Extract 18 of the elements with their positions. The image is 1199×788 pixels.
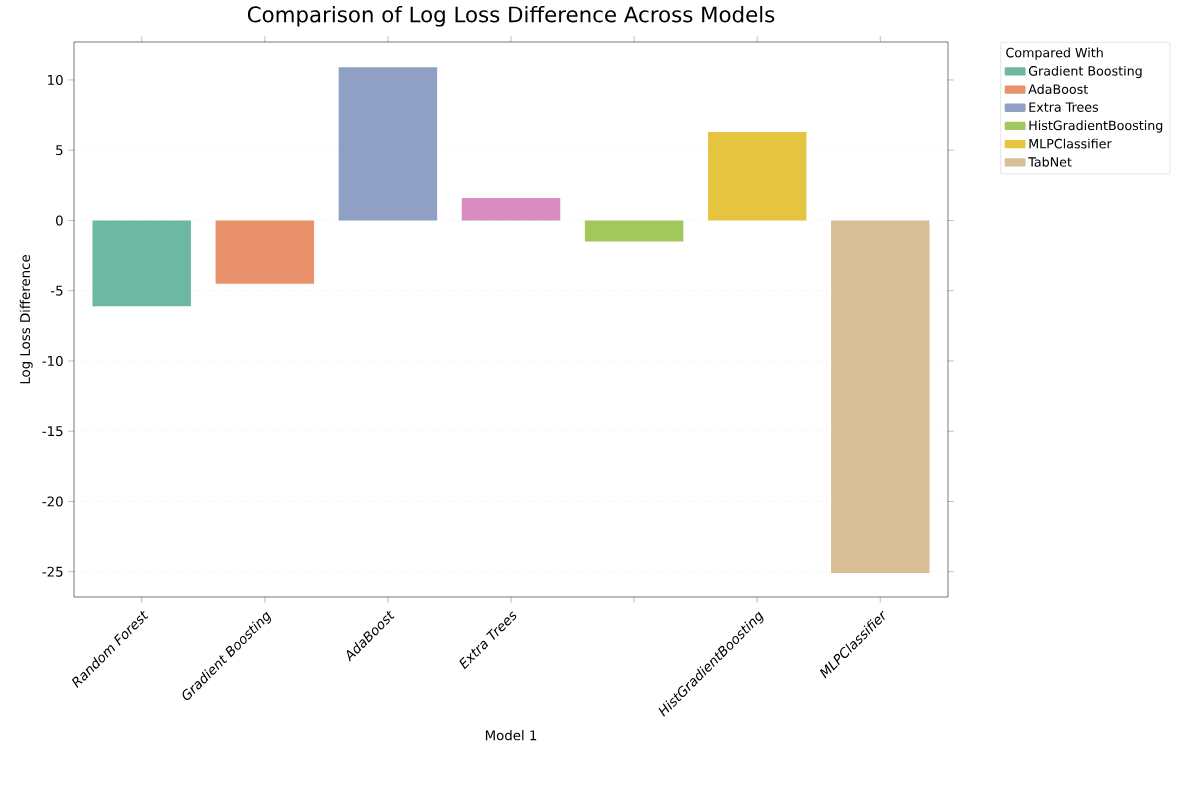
x-axis-title: Model 1 bbox=[485, 730, 537, 741]
y-tick-label: -25 bbox=[42, 566, 63, 577]
legend-label: Gradient Boosting bbox=[1028, 65, 1142, 79]
legend-label: AdaBoost bbox=[1028, 84, 1088, 94]
y-tick-label: 0 bbox=[56, 215, 63, 226]
legend-title: Compared With bbox=[1006, 47, 1103, 60]
y-axis-title: Log Loss Difference bbox=[19, 255, 33, 384]
y-tick-label: -5 bbox=[50, 285, 63, 296]
legend-label: TabNet bbox=[1028, 156, 1072, 167]
y-tick-label: -10 bbox=[42, 355, 63, 366]
legend-label: MLPClassifier bbox=[1029, 138, 1112, 149]
chart-title: Comparison of Log Loss Difference Across Models bbox=[247, 5, 775, 27]
y-tick-label: -15 bbox=[42, 426, 63, 437]
y-tick-label: -20 bbox=[42, 496, 63, 507]
legend-label: HistGradientBoosting bbox=[1029, 120, 1163, 133]
y-tick-label: 10 bbox=[48, 74, 63, 85]
y-tick-label: 5 bbox=[56, 145, 63, 156]
legend-label: Extra Trees bbox=[1029, 102, 1099, 112]
